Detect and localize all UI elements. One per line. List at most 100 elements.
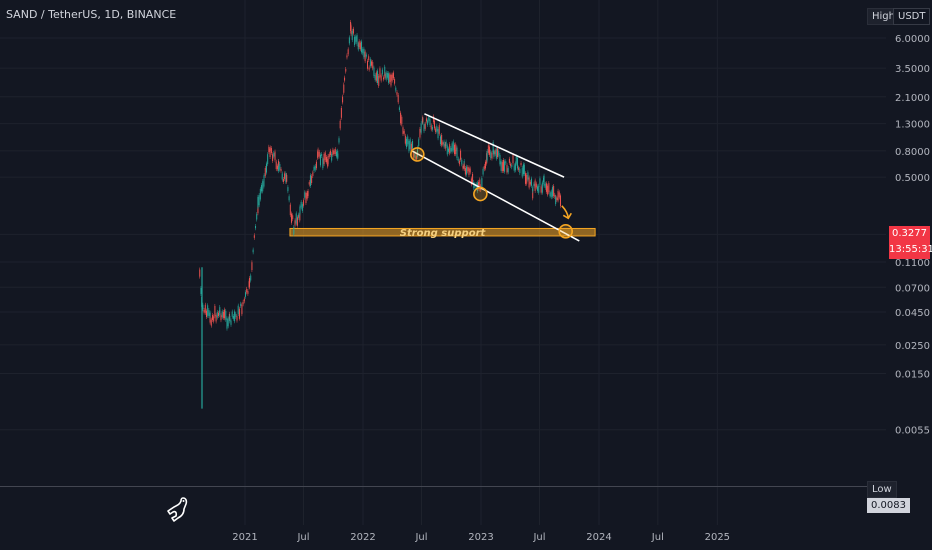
candle-body	[222, 311, 224, 318]
candle-body	[543, 177, 545, 182]
candle-body	[456, 147, 458, 159]
candle-body	[427, 120, 429, 125]
candle-body	[394, 79, 396, 84]
candle-body	[213, 316, 215, 322]
candle-body	[328, 153, 330, 157]
candle-body	[199, 269, 201, 277]
candle-body	[324, 152, 326, 161]
candle-body	[556, 197, 558, 201]
candle-body	[304, 192, 306, 198]
candle-body	[445, 141, 447, 147]
candle-body	[282, 179, 284, 182]
tradingview-logo-icon[interactable]	[166, 496, 190, 524]
candle-body	[200, 287, 202, 294]
projection-arrow-head	[562, 212, 572, 220]
candle-body	[225, 310, 227, 320]
y-tick-label: 3.5000	[895, 64, 930, 75]
candle-body	[425, 118, 427, 122]
candle-body	[331, 153, 333, 161]
candle-body	[390, 74, 392, 86]
candle-body	[287, 187, 289, 192]
candle-body	[268, 146, 270, 153]
candle-body	[276, 165, 278, 170]
candle-body	[345, 68, 347, 72]
candle-body	[207, 305, 209, 316]
candle-body	[281, 173, 283, 180]
candle-body	[251, 262, 253, 271]
candle-body	[495, 148, 497, 159]
candle-body	[240, 303, 242, 306]
candle-body	[415, 155, 417, 160]
support-zone-box	[289, 227, 596, 237]
candle-body	[541, 182, 543, 193]
candle-body	[294, 220, 296, 226]
candle-body	[515, 156, 517, 164]
candle-body	[474, 184, 476, 188]
candle-body	[333, 150, 335, 155]
candle-body	[313, 166, 315, 172]
x-tick-label: 2021	[232, 532, 257, 543]
candle-body	[528, 177, 530, 188]
candle-body	[551, 187, 553, 197]
candle-body	[263, 175, 265, 178]
candle-body	[299, 206, 301, 214]
candle-body	[435, 128, 437, 133]
candle-body	[374, 75, 376, 80]
candle-body	[450, 147, 452, 152]
candle-body	[373, 67, 375, 76]
candle-body	[300, 201, 302, 208]
candle-body	[521, 167, 523, 177]
candle-body	[518, 167, 520, 170]
candle-body	[364, 51, 366, 62]
channel-lower-line	[411, 150, 580, 242]
candle-body	[442, 142, 444, 145]
candle-body	[337, 153, 339, 159]
candle-body	[285, 173, 287, 182]
candle-body	[539, 178, 541, 185]
candle-body	[243, 298, 245, 302]
candle-body	[391, 74, 393, 81]
bar-countdown: 13:55:31	[889, 244, 932, 255]
candle-body	[317, 149, 319, 158]
candle-body	[263, 178, 265, 187]
candle-body	[447, 148, 449, 152]
candle-body	[346, 55, 348, 58]
candle-body	[208, 310, 210, 317]
candle-body	[280, 168, 282, 172]
candle-body	[392, 74, 394, 78]
candle-body	[352, 28, 354, 34]
candle-body	[363, 48, 365, 58]
candle-body	[375, 72, 377, 81]
candle-body	[525, 173, 527, 184]
candle-body	[350, 25, 352, 35]
candle-body	[234, 311, 236, 322]
candle-body	[257, 206, 259, 214]
candle-body	[249, 277, 251, 287]
candle-body	[286, 174, 288, 182]
grid	[0, 0, 886, 525]
candle-body	[441, 134, 443, 146]
candle-body	[335, 151, 337, 157]
candle-body	[540, 186, 542, 193]
candle-body	[354, 36, 356, 46]
candle-body	[258, 195, 260, 206]
candle-body	[553, 185, 555, 197]
candle-body	[555, 196, 557, 205]
candle-body	[295, 213, 297, 224]
candle-body	[410, 143, 412, 155]
currency-badge[interactable]: USDT	[893, 8, 931, 25]
candle-body	[348, 37, 350, 44]
candle-body	[227, 318, 229, 327]
candle-body	[355, 36, 357, 42]
candle-body	[209, 318, 211, 323]
candle-body	[338, 138, 340, 143]
candle-body	[549, 192, 551, 197]
candle-body	[261, 184, 263, 192]
current-price: 0.3277	[892, 228, 927, 239]
candle-body	[443, 141, 445, 147]
candle-body	[422, 117, 424, 123]
candle-body	[419, 128, 421, 138]
candle-body	[267, 154, 269, 165]
candle-body	[298, 214, 300, 218]
